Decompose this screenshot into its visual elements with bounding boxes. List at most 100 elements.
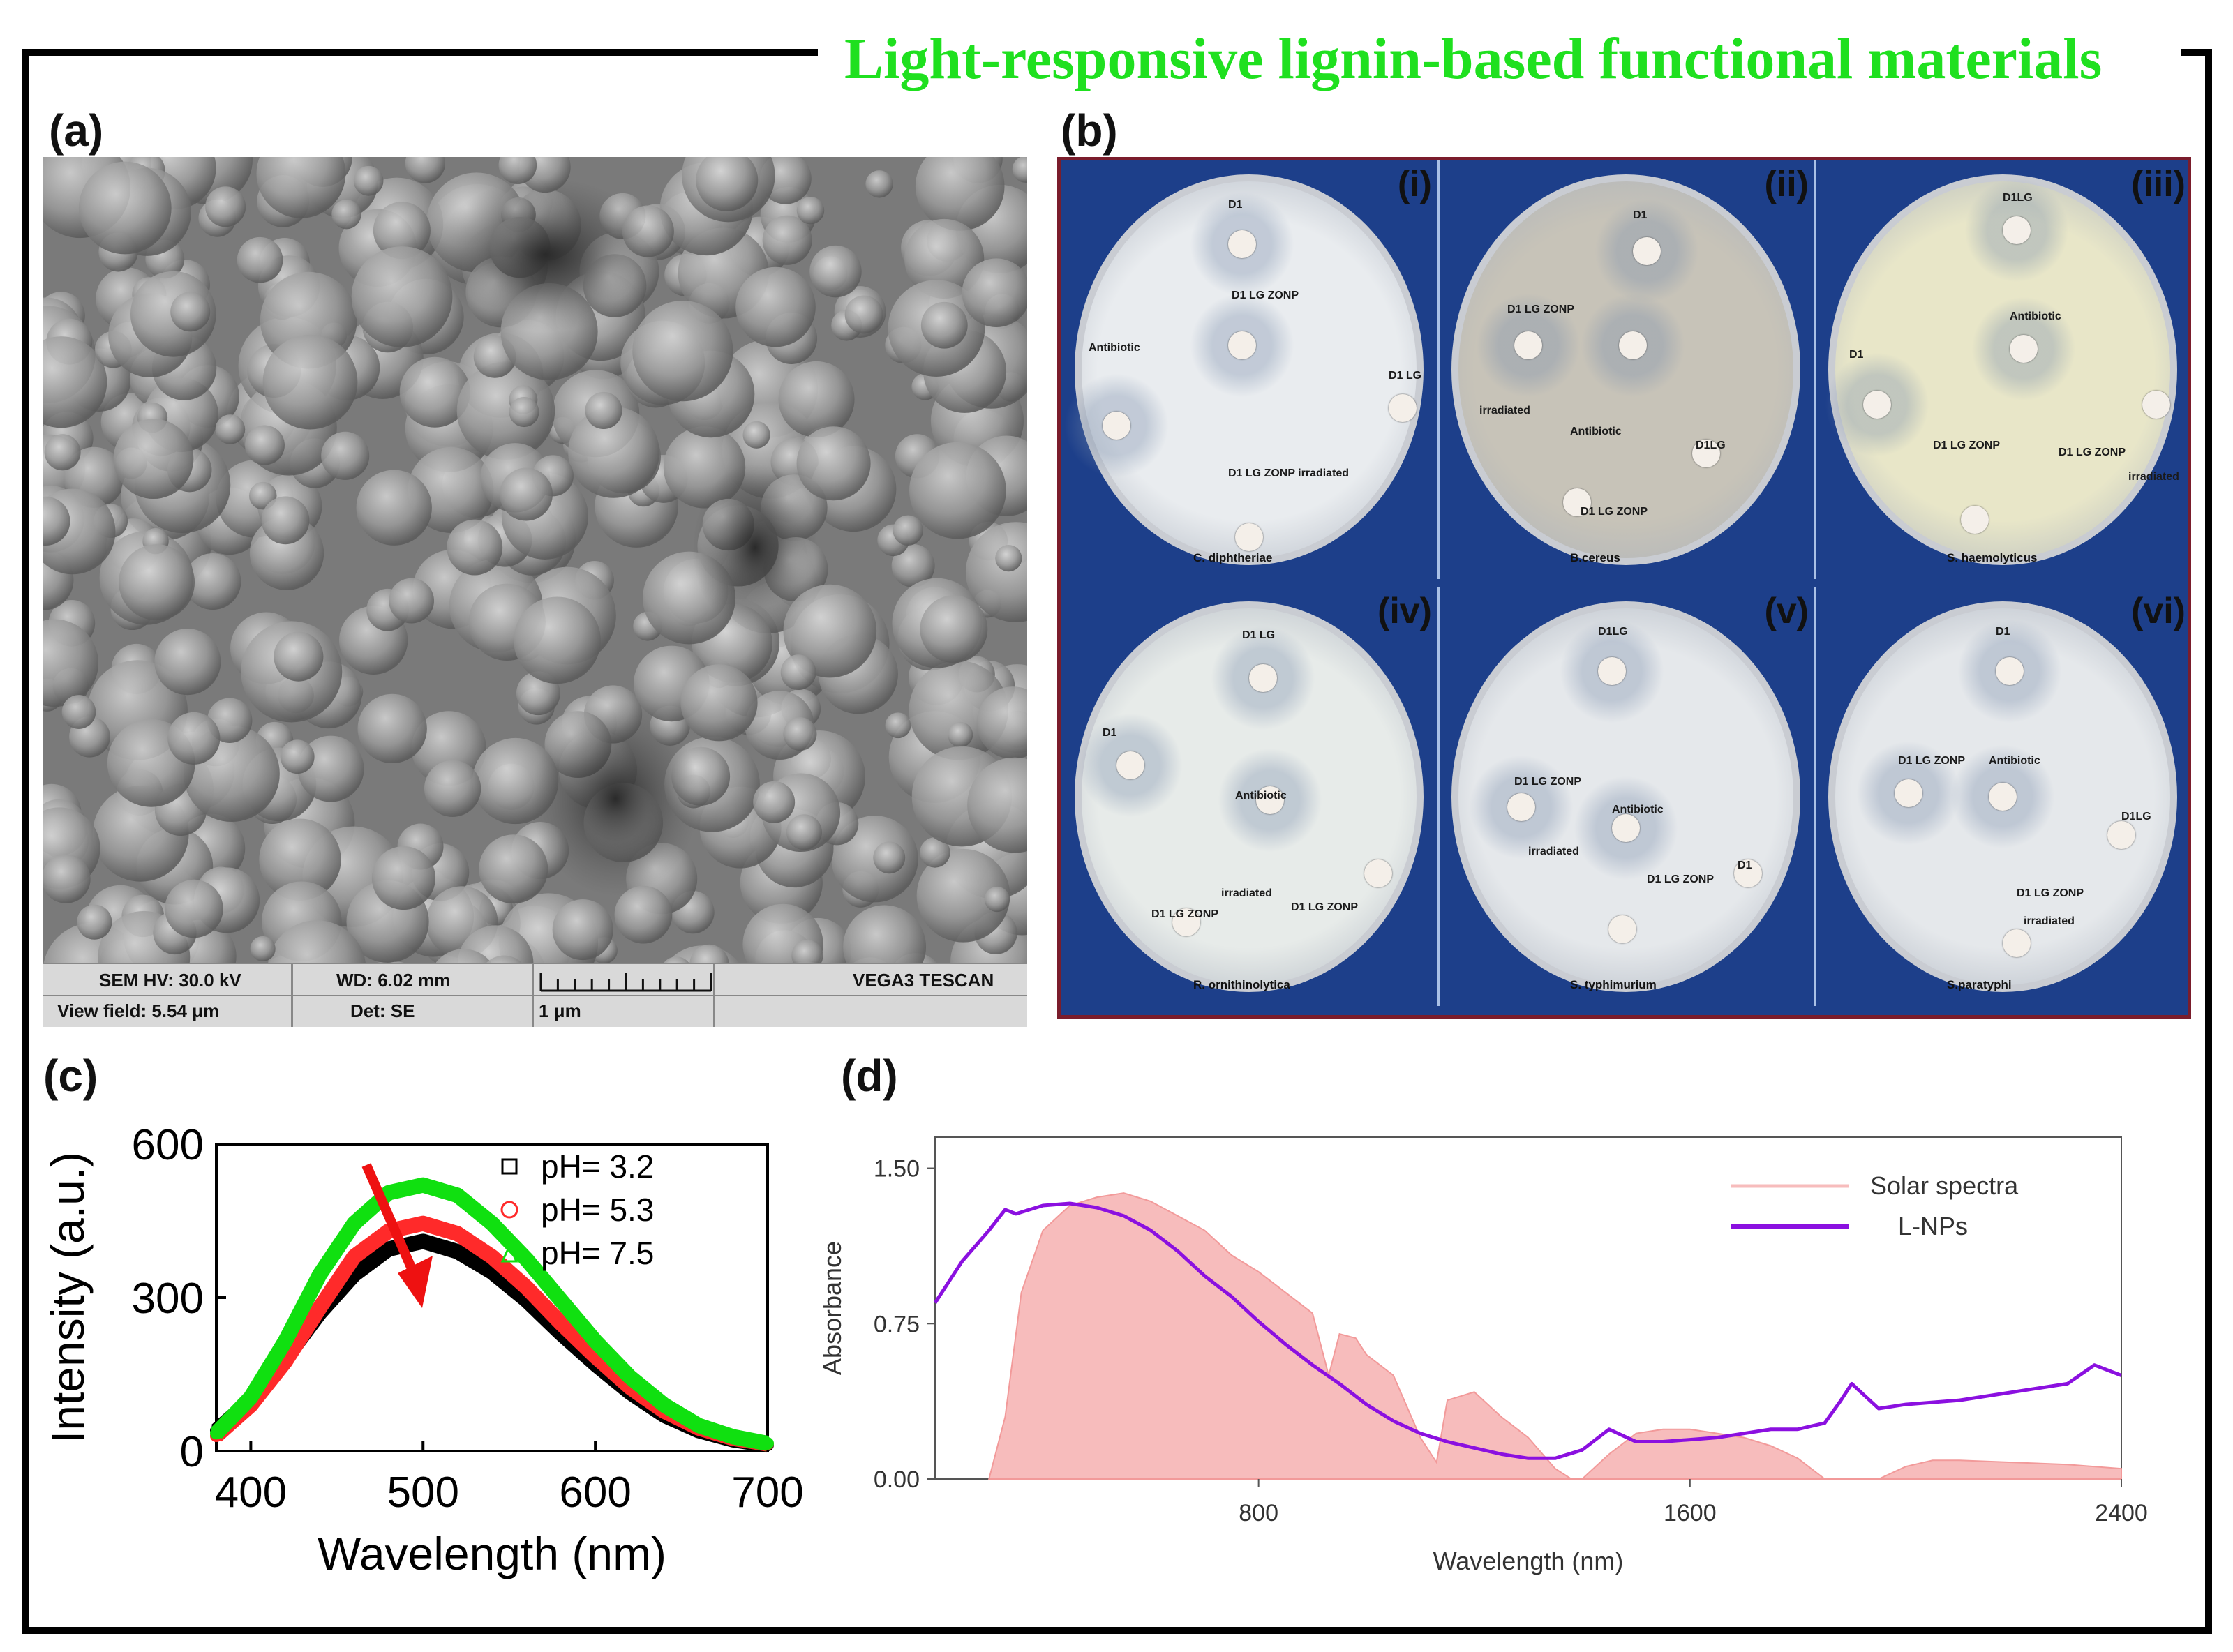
legend-label: Solar spectra [1870,1171,2019,1200]
antibiotic-disk [1895,779,1922,807]
plate-6: D1 Antibiotic D1 LG ZONP D1LG D1 LG ZONP irra… [1814,587,2188,1006]
plot-frame [215,1143,769,1452]
petri-dish [1828,174,2177,565]
plate-label: Antibiotic [1235,790,1287,802]
antibiotic-disk [1389,394,1417,422]
data-point [520,1281,533,1294]
plate-2: D1 D1 LG ZONP irradiated Antibiotic D1LG D1 L… [1437,160,1816,579]
plate-label: D1 LG ZONP irradiated [1228,467,1350,479]
antibiotic-disk [1989,783,2017,811]
x-tick-label: 1600 [1664,1500,1717,1526]
sem-hv: SEM HV: 30.0 kV [99,970,241,991]
plate-1: D1 D1 LG ZONP Antibiotic D1 LG D1 LG ZONP ir… [1061,160,1440,579]
antibiotic-disk [1612,814,1640,842]
antibiotic-disk [1996,657,2024,685]
data-point [210,1427,223,1440]
arrow-head [398,1256,433,1308]
petri-dish [1075,601,1424,992]
plate-label: D1LG [2003,192,2033,204]
frame-top-left [22,49,818,56]
panel-label-c: (c) [43,1051,98,1101]
data-point [417,1235,430,1248]
plate-label: D1 [1103,727,1117,739]
sem-detector: Det: SE [350,1000,415,1021]
x-tick-label: 700 [731,1469,803,1517]
antibiotic-disk [1608,915,1636,943]
plate-label: Antibiotic [1570,426,1622,437]
y-tick-label: 0 [180,1428,204,1476]
y-tick-label: 0.00 [874,1466,920,1493]
organism-name: S. haemolyticus [1947,551,2038,564]
sem-brand: VEGA3 TESCAN [853,970,994,991]
plate-label: irradiated [1221,887,1272,899]
data-point [451,1245,464,1258]
legend-label: pH= 5.3 [541,1192,654,1228]
antibiotic-disk [1256,786,1284,814]
sem-micrograph [43,157,1027,1026]
sem-info-bar: SEM HV: 30.0 kV WD: 6.02 mm VEGA3 TESCAN… [43,963,1027,1027]
petri-dish [1451,174,1800,565]
antibiotic-disk [2010,335,2038,363]
data-point [348,1250,361,1263]
plate-label: Antibiotic [1612,804,1664,816]
data-point [657,1399,671,1411]
antibiotic-disk [1228,331,1256,359]
legend-marker [501,1158,518,1175]
plate-label: D1 LG ZONP [1514,776,1582,788]
antibiotic-disk [1228,230,1256,258]
legend-marker [500,1243,518,1263]
panel-label-d: (d) [841,1051,898,1101]
frame-left [22,49,29,1634]
data-point [451,1189,464,1202]
plate-label: D1 LG ZONP [1581,506,1648,518]
antibiotic-disk [1619,331,1647,359]
antibiotic-disk [2003,929,2031,957]
plate-4: D1 LG D1 Antibiotic D1 LG ZONP D1 LG ZONP irr… [1061,587,1440,1006]
antibiotic-disk [1692,440,1720,467]
x-tick-label: 2400 [2095,1500,2148,1526]
antibiotic-disk [2003,216,2031,244]
organism-name: S. typhimurium [1570,978,1657,991]
fluorescence-chart: 400 500 600 700 0 300 600 Wavelength (nm) Intens… [42,1121,804,1579]
plate-label: Antibiotic [2010,310,2061,322]
plate-label: Antibiotic [1089,342,1140,354]
lnps-line [933,1201,2122,1460]
plate-id: (iii) [2131,164,2186,204]
antibiotic-disk [2142,391,2170,419]
plate-label: D1 LG ZONP [1647,873,1715,885]
legend-label: pH= 3.2 [541,1148,654,1185]
panel-label-a: (a) [49,105,104,156]
plate-label: irradiated [1479,405,1530,416]
plate-id: (i) [1397,164,1432,204]
plate-id: (ii) [1764,164,1809,204]
solar-spectra-area [987,1192,2122,1480]
x-tick-label: 500 [387,1469,459,1517]
antibiotic-disk [1734,859,1762,887]
plate-label: D1 [1633,209,1648,221]
antibiotic-disk [1235,523,1263,551]
plate-label: D1 LG ZONP [1507,303,1575,315]
antibiotic-disk [1116,751,1144,779]
plate-5: D1LG D1 LG ZONP irradiated Antibiotic D1 LG … [1437,587,1816,1006]
plate-id: (v) [1764,591,1809,631]
data-point [623,1370,636,1383]
plate-label: D1LG [1598,626,1628,638]
data-point [761,1437,774,1450]
y-tick-label: 600 [132,1121,204,1169]
plate-id: (iv) [1377,591,1432,631]
plate-label: irradiated [2128,471,2179,483]
absorbance-chart: 800 1600 2400 0.00 0.75 1.50 Wavelength (nm) Ab… [818,1136,2148,1575]
legend-label: L-NPs [1898,1212,1968,1240]
x-axis-label: Wavelength (nm) [318,1528,666,1579]
organism-name: S.paratyphi [1947,978,2012,991]
legend-label: pH= 7.5 [541,1235,654,1271]
antibiotic-disk [1514,331,1542,359]
plate-3: D1LG D1 Antibiotic D1 LG ZONP D1 LG ZONP irra… [1814,160,2188,579]
data-point [451,1227,464,1240]
data-point [244,1391,257,1404]
plate-label: D1 LG ZONP [1151,908,1219,920]
plate-label: D1 LG [1389,370,1422,382]
antibiotic-disk [1633,237,1661,265]
plate-label: Antibiotic [1989,755,2040,767]
sem-bar-divider [43,995,1027,996]
